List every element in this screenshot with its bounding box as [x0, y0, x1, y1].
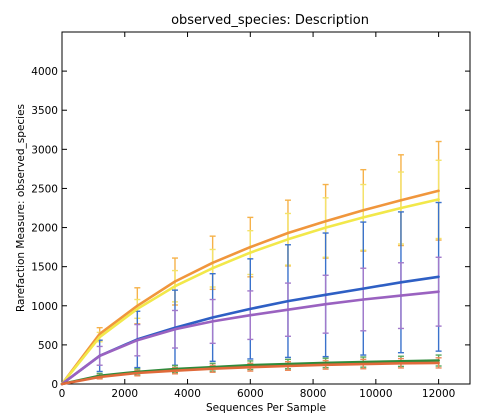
x-tick-label: 6000: [237, 388, 264, 400]
x-axis-label: Sequences Per Sample: [206, 402, 326, 414]
series-line-5: [60, 361, 440, 386]
series-line-3: [60, 290, 440, 386]
y-tick-label: 3500: [31, 105, 58, 117]
series-line-0: [60, 189, 440, 386]
y-axis: 0 500 1000 1500 2000 2500 3000 3500 4000: [31, 66, 470, 391]
x-tick-label: 2000: [111, 388, 138, 400]
series-lines: [60, 189, 440, 386]
x-axis: 0 2000 4000 6000 8000 10000 12000: [59, 32, 455, 400]
x-tick-label: 8000: [300, 388, 327, 400]
y-tick-label: 2500: [31, 183, 58, 195]
y-tick-label: 1500: [31, 262, 58, 274]
y-tick-label: 1000: [31, 301, 58, 313]
y-tick-label: 2000: [31, 223, 58, 235]
x-tick-label: 10000: [359, 388, 392, 400]
x-tick-label: 12000: [422, 388, 455, 400]
series-line-1: [60, 198, 440, 386]
x-tick-label: 4000: [174, 388, 201, 400]
error-bars: [96, 140, 442, 380]
y-tick-label: 500: [38, 340, 58, 352]
y-tick-label: 0: [51, 379, 58, 391]
y-axis-label: Rarefaction Measure: observed_species: [15, 104, 27, 312]
plot-area: [61, 31, 471, 385]
y-tick-label: 3000: [31, 144, 58, 156]
x-tick-label: 0: [59, 388, 66, 400]
y-tick-label: 4000: [31, 66, 58, 78]
chart-title: observed_species: Description: [171, 13, 369, 28]
